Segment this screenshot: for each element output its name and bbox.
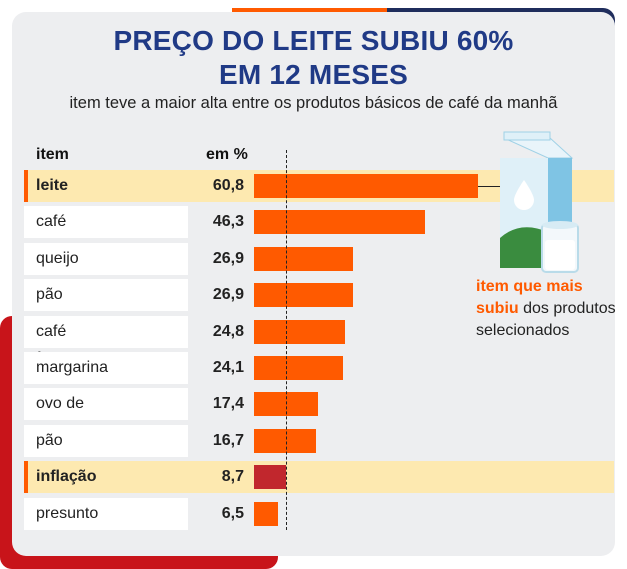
row-background — [24, 388, 188, 421]
category-label: inflação — [36, 468, 97, 486]
row-background — [24, 279, 188, 312]
bar — [254, 283, 354, 308]
annotation-leader-line — [478, 186, 510, 187]
bar — [254, 428, 316, 453]
category-label: leite — [36, 177, 69, 194]
inflation-reference-line — [286, 150, 287, 530]
row-background — [24, 206, 188, 239]
bar — [254, 246, 354, 271]
row-background — [24, 497, 188, 530]
category-label: margarina — [36, 359, 109, 376]
value-label: 16,7 — [212, 431, 244, 449]
value-label: 17,4 — [212, 395, 244, 413]
column-header-item: item — [36, 146, 69, 163]
bar — [254, 319, 346, 344]
chart-subtitle: item teve a maior alta entre os produtos… — [69, 94, 558, 112]
row-background — [24, 315, 188, 348]
value-label: 26,9 — [212, 286, 244, 304]
value-label: 6,5 — [221, 504, 244, 522]
milk-carton-icon — [500, 131, 579, 273]
row-background — [24, 242, 188, 275]
category-label: queijo — [36, 249, 79, 267]
highlight-annotation: item que mais subiu dos produtos selecio… — [476, 276, 627, 342]
row-background — [24, 424, 188, 457]
column-header-percent: em % — [206, 146, 248, 163]
value-label: 24,1 — [212, 359, 244, 376]
row-background — [24, 352, 188, 384]
row-background — [24, 461, 614, 494]
value-label: 8,7 — [221, 468, 244, 486]
inflation-bar — [254, 465, 287, 490]
chart-title-line1: PREÇO DO LEITE SUBIU 60% — [113, 25, 514, 56]
annotation-rest-text: dos produtos selecionados — [476, 300, 616, 339]
value-label: 24,8 — [212, 322, 244, 340]
row-highlight-marker — [24, 461, 28, 494]
milk-glass-icon — [541, 221, 579, 273]
bar — [254, 356, 343, 380]
annotation-highlight-text: item que mais subiu — [476, 278, 583, 317]
bar — [254, 210, 425, 235]
bar — [254, 174, 478, 198]
chart-title-line2: EM 12 MESES — [219, 59, 408, 90]
value-label: 46,3 — [212, 213, 244, 231]
value-label: 60,8 — [212, 177, 244, 194]
row-highlight-marker — [24, 170, 28, 202]
bar — [254, 501, 278, 526]
orange-accent-line — [232, 8, 387, 12]
category-label: presunto — [36, 504, 99, 522]
value-label: 26,9 — [212, 249, 244, 267]
